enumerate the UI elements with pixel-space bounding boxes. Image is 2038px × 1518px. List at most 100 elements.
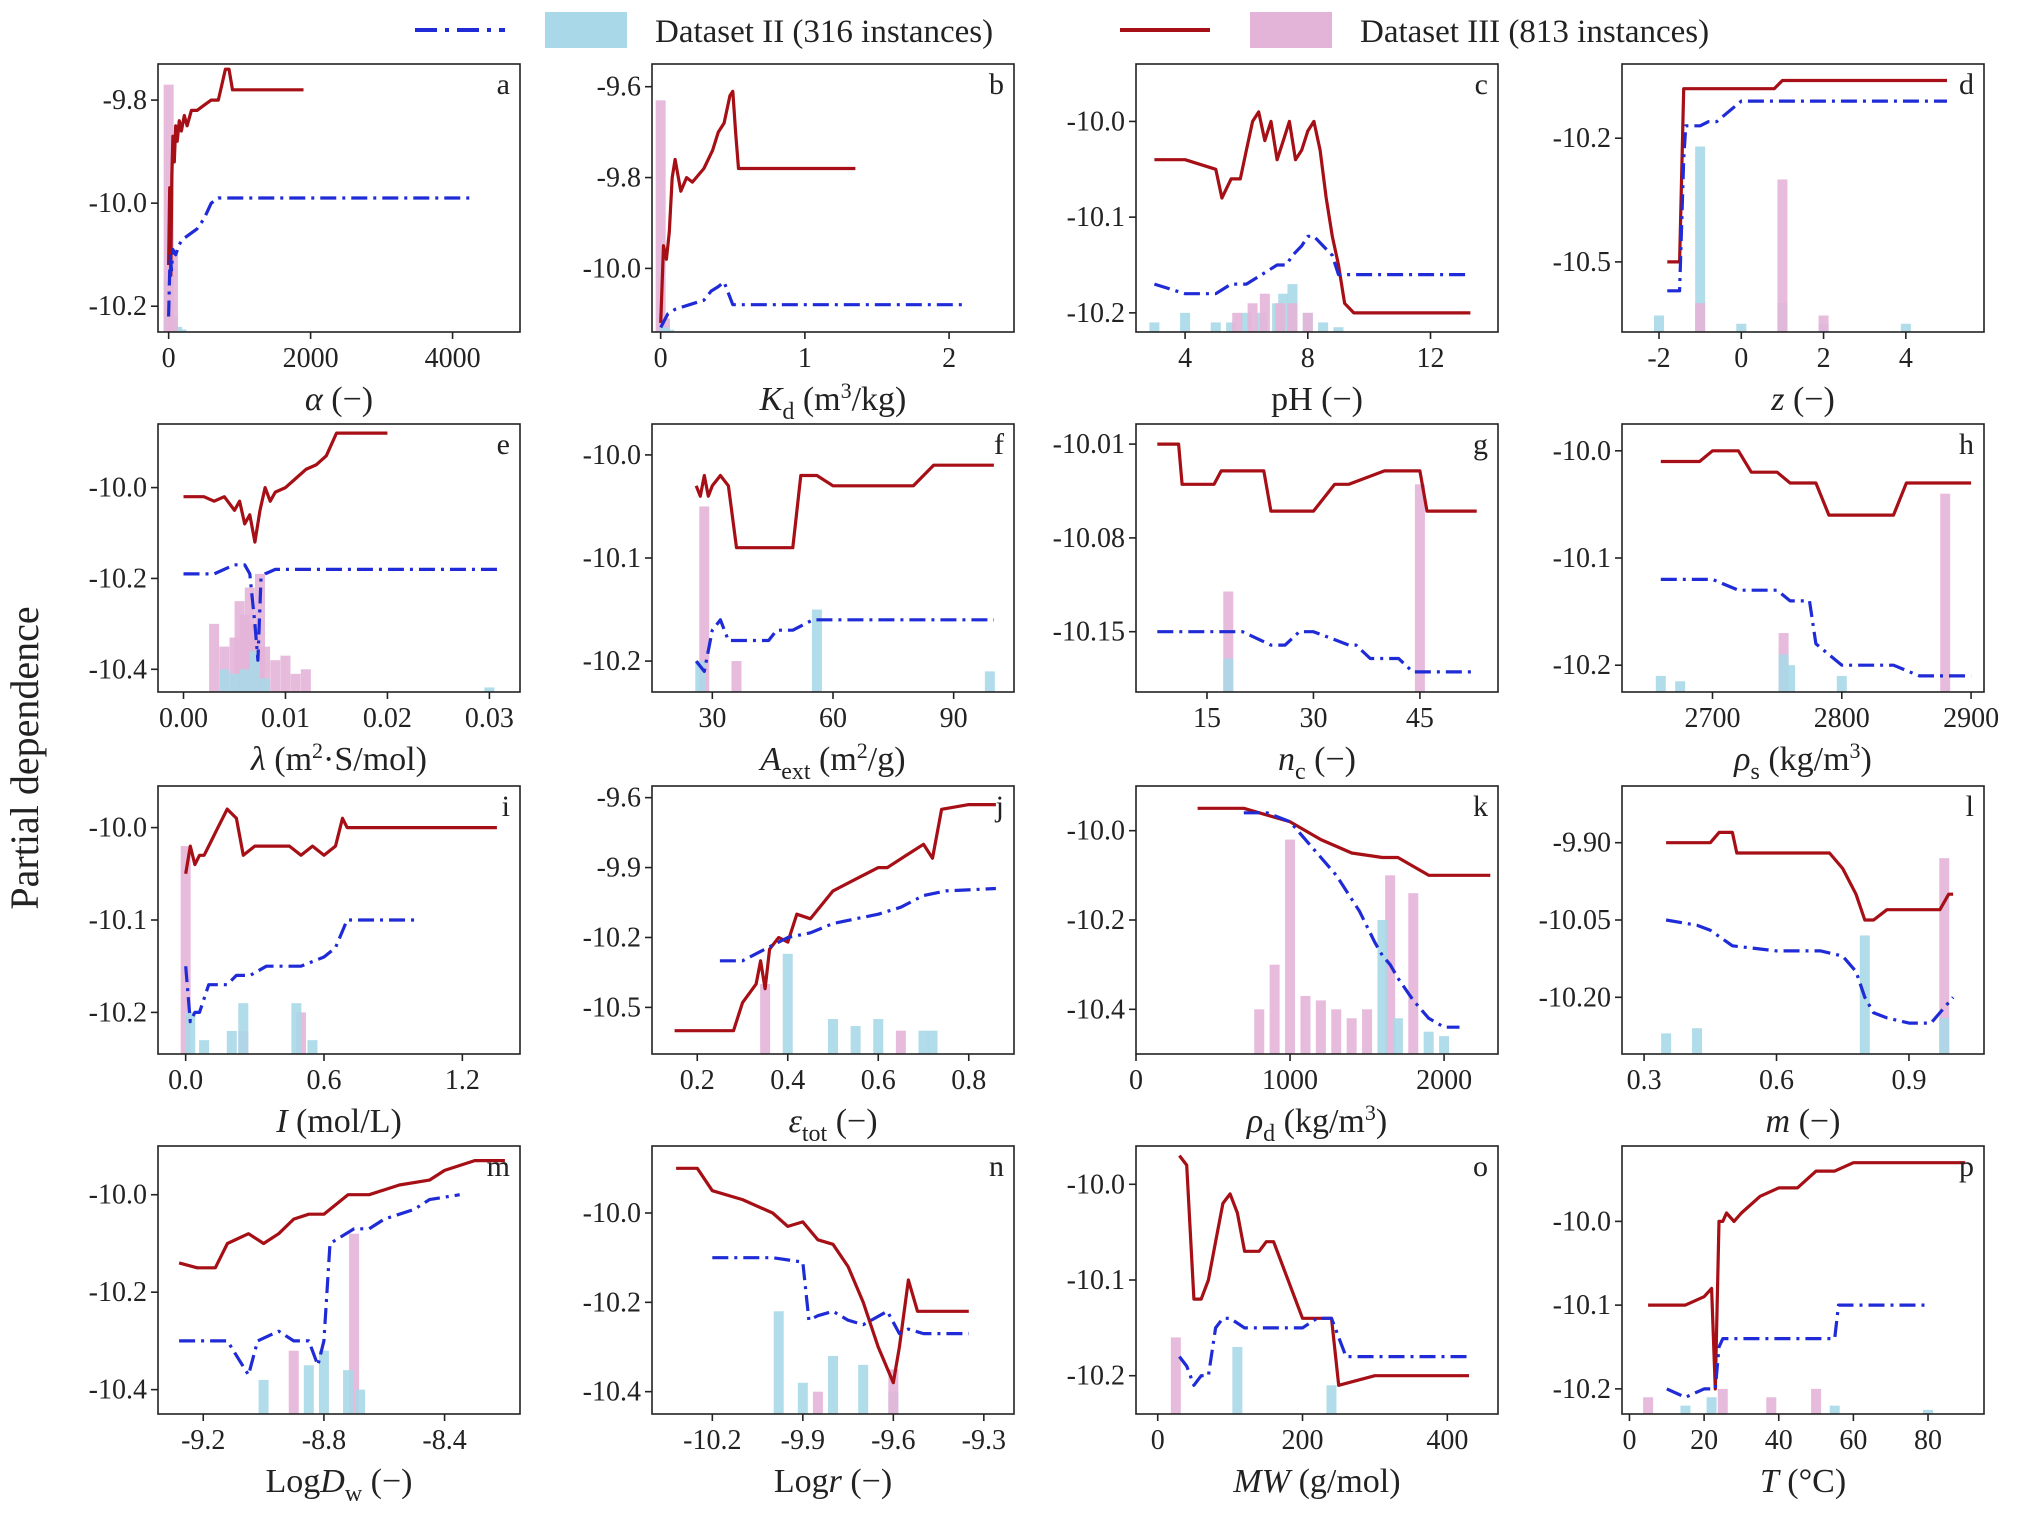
panel-p: -10.0 -10.1 -10.2 0 20 40 60 80 p T (°C) <box>1553 1145 1985 1500</box>
x-tick-label-j: 0.2 <box>680 1065 715 1096</box>
y-tick-label-m: -10.4 <box>89 1375 147 1406</box>
x-tick-label-j: 0.8 <box>951 1065 986 1096</box>
x-tick-label-p: 40 <box>1765 1425 1793 1456</box>
panel-letter-l: l <box>1966 790 1974 823</box>
x-axis-label-part: (°C) <box>1779 1463 1846 1500</box>
x-tick-label-a: 2000 <box>283 343 339 374</box>
hist-bar-d <box>1736 323 1747 332</box>
x-tick-label-k: 2000 <box>1416 1065 1472 1096</box>
x-tick-label-h: 2800 <box>1814 703 1870 734</box>
x-axis-label-part: n <box>1278 741 1295 778</box>
series-line-l <box>1665 918 1955 1025</box>
x-tick-label-p: 60 <box>1839 1425 1867 1456</box>
panel-letter-m: m <box>487 1150 510 1183</box>
x-axis-label-h: ρs (kg/m3) <box>1733 738 1872 785</box>
panel-j: -9.6 -9.9 -10.2 -10.5 0.2 0.4 0.6 0.8 j εtot (−) <box>583 783 1015 1147</box>
hist-bar-l <box>1661 1033 1672 1054</box>
x-tick-label-p: 20 <box>1690 1425 1718 1456</box>
hist-bar-c <box>1259 293 1270 332</box>
hist-bar-c <box>1232 312 1243 332</box>
x-tick-label-c: 12 <box>1417 343 1445 374</box>
hist-bar-j <box>828 1019 838 1054</box>
x-tick-label-h: 2700 <box>1685 703 1741 734</box>
x-axis-label-part: (m <box>811 741 857 778</box>
x-axis-label-part: tot <box>802 1121 828 1147</box>
x-tick-label-h: 2900 <box>1943 703 1999 734</box>
hist-bar-f <box>984 671 995 692</box>
y-tick-label-a: -10.0 <box>89 188 147 219</box>
x-axis-label-part: 3 <box>1365 1100 1376 1125</box>
hist-bar-i <box>199 1040 210 1054</box>
axes-frame-c <box>1135 63 1499 333</box>
hist-bar-e <box>209 623 220 692</box>
hist-bar-d <box>1777 179 1788 332</box>
series-line-c <box>1154 110 1471 315</box>
hist-bar-m <box>318 1350 329 1414</box>
axes-frame-n <box>651 1145 1015 1415</box>
x-tick-label-e: 0.02 <box>363 703 412 734</box>
axes-frame-e <box>157 423 521 693</box>
hist-bar-f <box>695 661 706 692</box>
y-tick-label-o: -10.1 <box>1067 1265 1125 1296</box>
hist-bar-d <box>1695 146 1706 332</box>
x-axis-label-part: 3 <box>841 378 852 403</box>
x-tick-label-d: -2 <box>1647 343 1670 374</box>
hist-bar-b <box>655 100 666 332</box>
hist-bar-k <box>1254 1009 1265 1054</box>
hist-bar-n <box>888 1369 899 1414</box>
axes-frame-b <box>651 63 1015 333</box>
hist-bar-o <box>1232 1347 1243 1414</box>
hist-bar-i <box>291 1003 302 1054</box>
x-axis-label-part: Log <box>265 1463 320 1500</box>
y-tick-label-n: -10.4 <box>583 1377 641 1408</box>
x-axis-label-part: (−) <box>1790 1103 1840 1140</box>
hist-bar-i <box>180 846 191 1054</box>
panel-m: -10.0 -10.2 -10.4 -9.2 -8.8 -8.4 m LogDw (−) <box>89 1145 521 1507</box>
hist-bar-c <box>1318 322 1329 332</box>
hist-bar-i <box>238 1003 249 1054</box>
axes-frame-p <box>1621 1145 1985 1415</box>
series-line-m <box>178 1158 505 1270</box>
y-tick-label-j: -10.5 <box>583 992 641 1023</box>
hist-bar-c <box>1210 322 1221 332</box>
panel-d: -10.2 -10.5 -2 0 2 4 d z (−) <box>1553 63 1985 418</box>
hist-bar-k <box>1331 1009 1342 1054</box>
y-tick-label-c: -10.2 <box>1067 298 1125 329</box>
x-tick-label-a: 4000 <box>425 343 481 374</box>
x-tick-label-e: 0.00 <box>159 703 208 734</box>
x-axis-label-j: εtot (−) <box>788 1103 877 1147</box>
x-tick-label-p: 0 <box>1622 1425 1636 1456</box>
series-line-a <box>167 196 471 317</box>
panel-letter-j: j <box>995 790 1004 823</box>
hist-bar-p <box>1766 1397 1777 1414</box>
hist-bar-f <box>731 661 742 692</box>
x-axis-label-part: pH (−) <box>1271 381 1363 418</box>
hist-bar-e <box>219 669 230 692</box>
hist-bar-p <box>1923 1409 1934 1414</box>
x-axis-label-part: 2 <box>857 738 868 763</box>
y-tick-label-c: -10.0 <box>1067 106 1125 137</box>
y-axis-label: Partial dependence <box>2 606 47 909</box>
hist-bar-m <box>343 1370 354 1414</box>
x-tick-label-g: 15 <box>1193 703 1221 734</box>
panel-letter-i: i <box>502 790 510 823</box>
hist-bar-l <box>1939 1017 1950 1054</box>
hist-bar-k <box>1439 1036 1450 1054</box>
series-line-h <box>1660 577 1972 678</box>
x-axis-label-part: ) <box>1376 1103 1387 1140</box>
x-tick-label-a: 0 <box>162 343 176 374</box>
x-axis-label-part: /kg) <box>852 381 907 418</box>
y-tick-label-m: -10.2 <box>89 1277 147 1308</box>
hist-bar-e <box>300 669 311 692</box>
x-axis-label-part: (−) <box>842 1463 892 1500</box>
hist-bar-i <box>307 1040 318 1054</box>
panel-c: -10.0 -10.1 -10.2 4 8 12 c pH (−) <box>1067 63 1499 418</box>
axes-frame-g <box>1135 423 1499 693</box>
x-axis-label-part: ·S/mol) <box>323 741 427 778</box>
axes-frame-m <box>157 1145 521 1415</box>
hist-bar-c <box>1149 322 1160 332</box>
hist-bar-f <box>699 506 710 692</box>
hist-bar-b <box>664 329 675 332</box>
y-tick-label-f: -10.1 <box>583 543 641 574</box>
